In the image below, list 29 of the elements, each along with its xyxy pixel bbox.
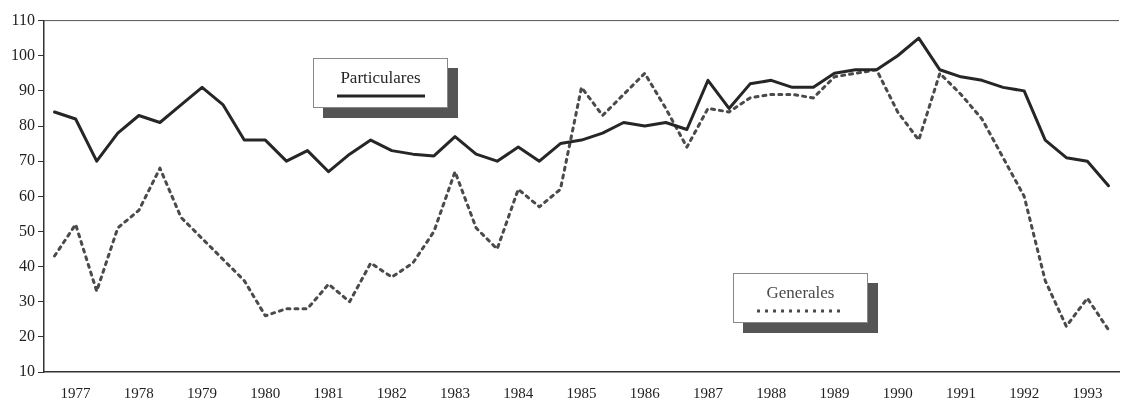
x-tick-label: 1980 [250,384,281,401]
x-tick-label: 1984 [503,384,534,401]
y-tick-label: 90 [19,81,35,99]
y-tick-label: 20 [19,327,35,345]
y-tick-label: 10 [19,362,35,380]
x-tick-label: 1991 [945,384,976,401]
x-tick-label: 1987 [692,384,724,401]
x-tick-label: 1990 [882,384,913,401]
x-tick-label: 1992 [1009,384,1040,401]
y-tick-label: 80 [19,116,35,134]
y-tick-label: 110 [11,10,35,28]
x-tick-label: 1981 [313,384,344,401]
x-tick-label: 1978 [123,384,154,401]
y-tick-label: 100 [11,45,35,63]
y-tick-label: 40 [19,256,35,274]
x-tick-label: 1977 [60,384,92,401]
y-tick-label: 70 [19,151,35,169]
x-tick-label: 1986 [629,384,661,401]
x-tick-label: 1988 [756,384,787,401]
y-tick-label: 30 [19,291,35,309]
x-tick-label: 1985 [566,384,597,401]
x-tick-label: 1983 [440,384,471,401]
y-tick-label: 50 [19,221,35,239]
x-tick-label: 1982 [376,384,407,401]
x-tick-label: 1993 [1072,384,1103,401]
x-tick-label: 1979 [187,384,218,401]
line-series [53,68,1110,332]
x-tick-label: 1989 [819,384,850,401]
y-tick-label: 60 [19,186,35,204]
